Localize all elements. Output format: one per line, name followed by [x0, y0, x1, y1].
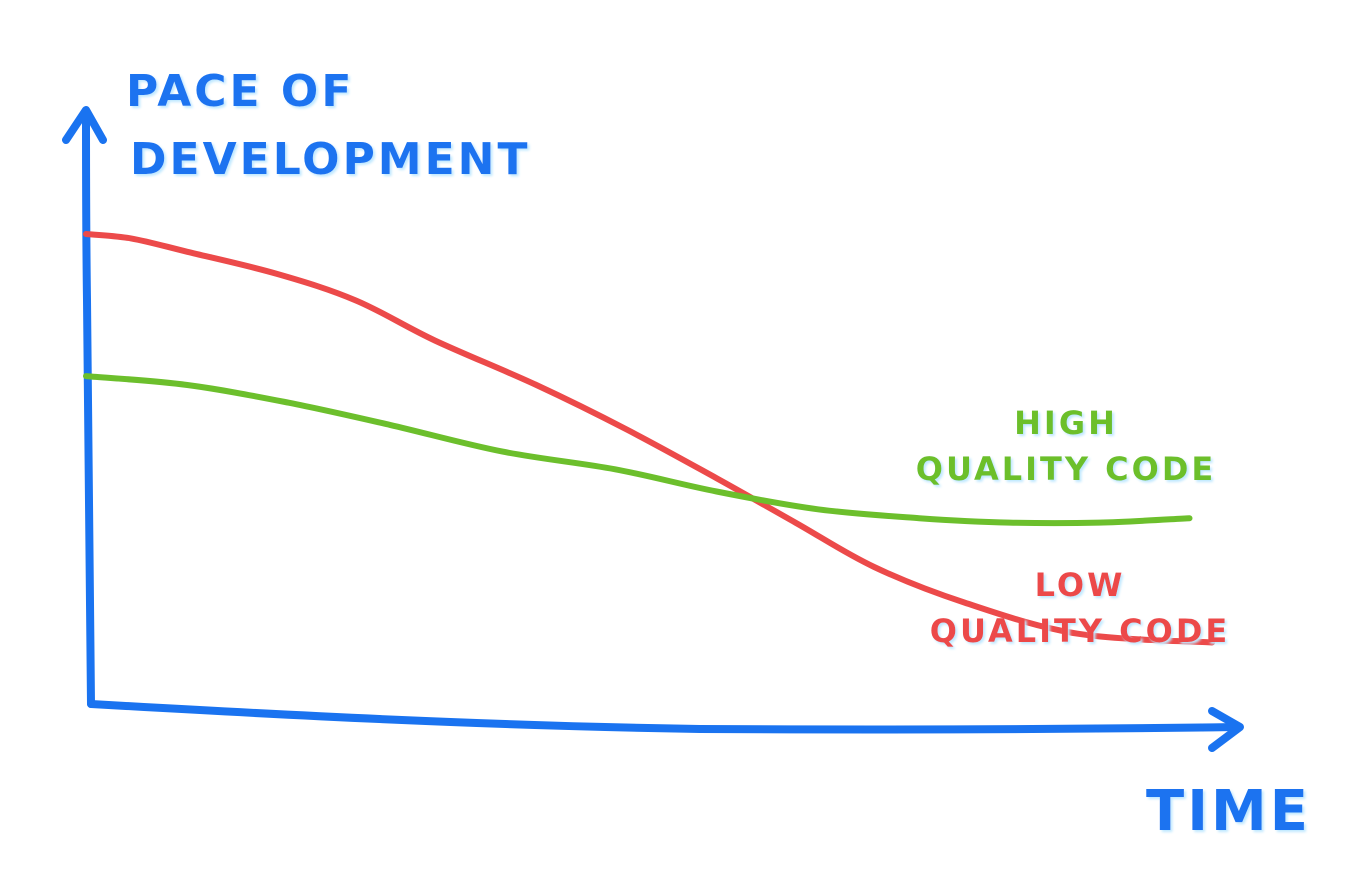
y-axis-arrow: [62, 106, 107, 144]
high-quality-code-line: [83, 373, 1193, 527]
high-quality-label-line-2: QUALITY CODE: [916, 450, 1217, 488]
low-quality-code-line: [83, 231, 1215, 646]
low-quality-label-line-1: LOW: [1035, 566, 1126, 604]
y-axis-label-line-2: DEVELOPMENT: [130, 134, 531, 185]
x-axis: [87, 700, 1240, 734]
x-axis-arrow: [1208, 707, 1244, 752]
high-quality-label-line-1: HIGH: [1014, 404, 1118, 442]
series-layer: [83, 231, 1215, 646]
y-axis-label-line-1: PACE OF: [126, 66, 354, 117]
x-axis-label: TIME: [1146, 779, 1311, 844]
low-quality-label-line-2: QUALITY CODE: [930, 612, 1231, 650]
y-axis: [82, 108, 95, 708]
